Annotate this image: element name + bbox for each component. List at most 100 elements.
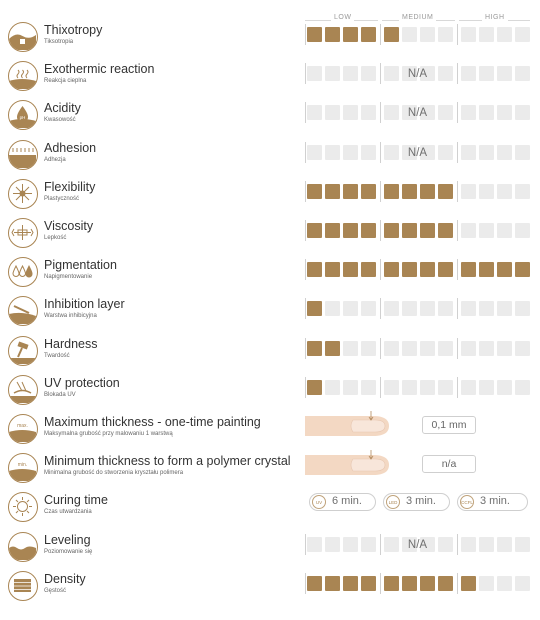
pigment-drops-icon: [8, 257, 38, 288]
level-cell: [361, 66, 376, 82]
group-separator: [457, 572, 458, 594]
level-cell: [438, 105, 453, 121]
property-title: Viscosity: [44, 219, 94, 233]
property-row: UV protection Blokada UV: [0, 371, 540, 410]
group-separator: [457, 298, 458, 320]
level-cell: [307, 301, 322, 317]
property-title: Density: [44, 571, 86, 586]
level-cell: [420, 183, 435, 199]
group-separator: [305, 376, 306, 398]
group-separator: [380, 572, 381, 594]
level-cell: [325, 340, 340, 356]
level-cell: [461, 66, 476, 82]
property-subtitle: Napigmentowanie: [44, 274, 93, 281]
level-cell: [402, 66, 417, 82]
property-row: Density Gęstość: [0, 567, 540, 606]
level-cell: [497, 262, 512, 278]
level-cell: [307, 575, 322, 591]
level-bar: [305, 337, 530, 359]
level-cell: [420, 379, 435, 395]
curing-time-value: 3 min.: [480, 495, 510, 508]
property-row: Thixotropy Tiksotropia: [0, 18, 540, 57]
property-title: Hardness: [44, 336, 98, 351]
level-cell: [343, 223, 358, 238]
curing-time-ccfl: CCFL 3 min.: [457, 493, 528, 512]
property-subtitle: Minimalna grubość do stworzenia kryształ…: [44, 470, 184, 477]
level-cell: [497, 301, 512, 317]
level-cell: [307, 183, 322, 199]
level-cell: [438, 379, 453, 395]
level-cell: [384, 183, 399, 199]
property-row: Pigmentation Napigmentowanie: [0, 253, 540, 292]
thickness-value: n/a: [422, 455, 476, 474]
group-separator: [305, 259, 306, 281]
level-cell: [479, 301, 494, 317]
group-separator: [457, 141, 458, 163]
property-title: Curing time: [44, 493, 108, 508]
group-separator: [305, 533, 306, 555]
property-row: Viscosity Lepkość: [0, 214, 540, 253]
level-cell: [461, 183, 476, 199]
lamp-type-badge: LED: [386, 495, 400, 510]
lamp-type-badge: UV: [312, 495, 326, 510]
level-cell: [515, 301, 530, 317]
group-separator: [457, 180, 458, 202]
level-cell: [420, 144, 435, 160]
level-cell: [343, 262, 358, 278]
level-cell: [307, 105, 322, 121]
level-cell: [343, 183, 358, 199]
level-cell: [497, 183, 512, 199]
level-cell: [343, 66, 358, 82]
heat-waves-icon: [8, 61, 38, 92]
level-cell: [384, 223, 399, 238]
group-separator: [457, 24, 458, 45]
level-cell: [515, 27, 530, 42]
level-cell: [497, 536, 512, 552]
level-bar: [305, 298, 530, 320]
min-thickness-icon: min.: [8, 453, 38, 484]
level-cell: [479, 262, 494, 278]
level-cell: [438, 144, 453, 160]
uv-protection-icon: [8, 374, 38, 405]
svg-text:pH: pH: [20, 115, 26, 120]
curing-time-uv: UV 6 min.: [309, 493, 376, 512]
level-cell: [325, 536, 340, 552]
level-cell: [384, 301, 399, 317]
level-cell: [497, 340, 512, 356]
group-separator: [457, 259, 458, 281]
level-cell: [515, 105, 530, 121]
na-label: N/A: [407, 107, 428, 120]
level-cell: [515, 575, 530, 591]
level-cell: [307, 144, 322, 160]
level-cell: [420, 340, 435, 356]
na-label: N/A: [407, 538, 428, 551]
level-cell: [479, 536, 494, 552]
level-cell: [325, 575, 340, 591]
level-cell: [361, 223, 376, 238]
level-cell: [325, 183, 340, 199]
level-cell: [515, 262, 530, 278]
level-cell: [497, 379, 512, 395]
level-cell: [325, 27, 340, 42]
group-separator: [380, 180, 381, 202]
scale-medium-label: MEDIUM: [399, 14, 437, 21]
level-cell: [325, 379, 340, 395]
level-cell: [420, 536, 435, 552]
flexibility-icon: [8, 178, 38, 209]
level-cell: [402, 301, 417, 317]
level-cell: [438, 301, 453, 317]
level-cell: [479, 144, 494, 160]
level-cell: [515, 536, 530, 552]
level-cell: [307, 379, 322, 395]
property-title: Inhibition layer: [44, 297, 125, 312]
level-cell: [361, 262, 376, 278]
level-cell: [461, 301, 476, 317]
group-separator: [457, 533, 458, 555]
level-cell: [384, 575, 399, 591]
property-row: Hardness Twardość: [0, 332, 540, 371]
property-subtitle: Warstwa inhibicyjna: [44, 313, 97, 320]
level-cell: [461, 223, 476, 238]
property-subtitle: Poziomowanie się: [44, 548, 93, 555]
level-bar: [305, 376, 530, 398]
level-cell: [461, 340, 476, 356]
